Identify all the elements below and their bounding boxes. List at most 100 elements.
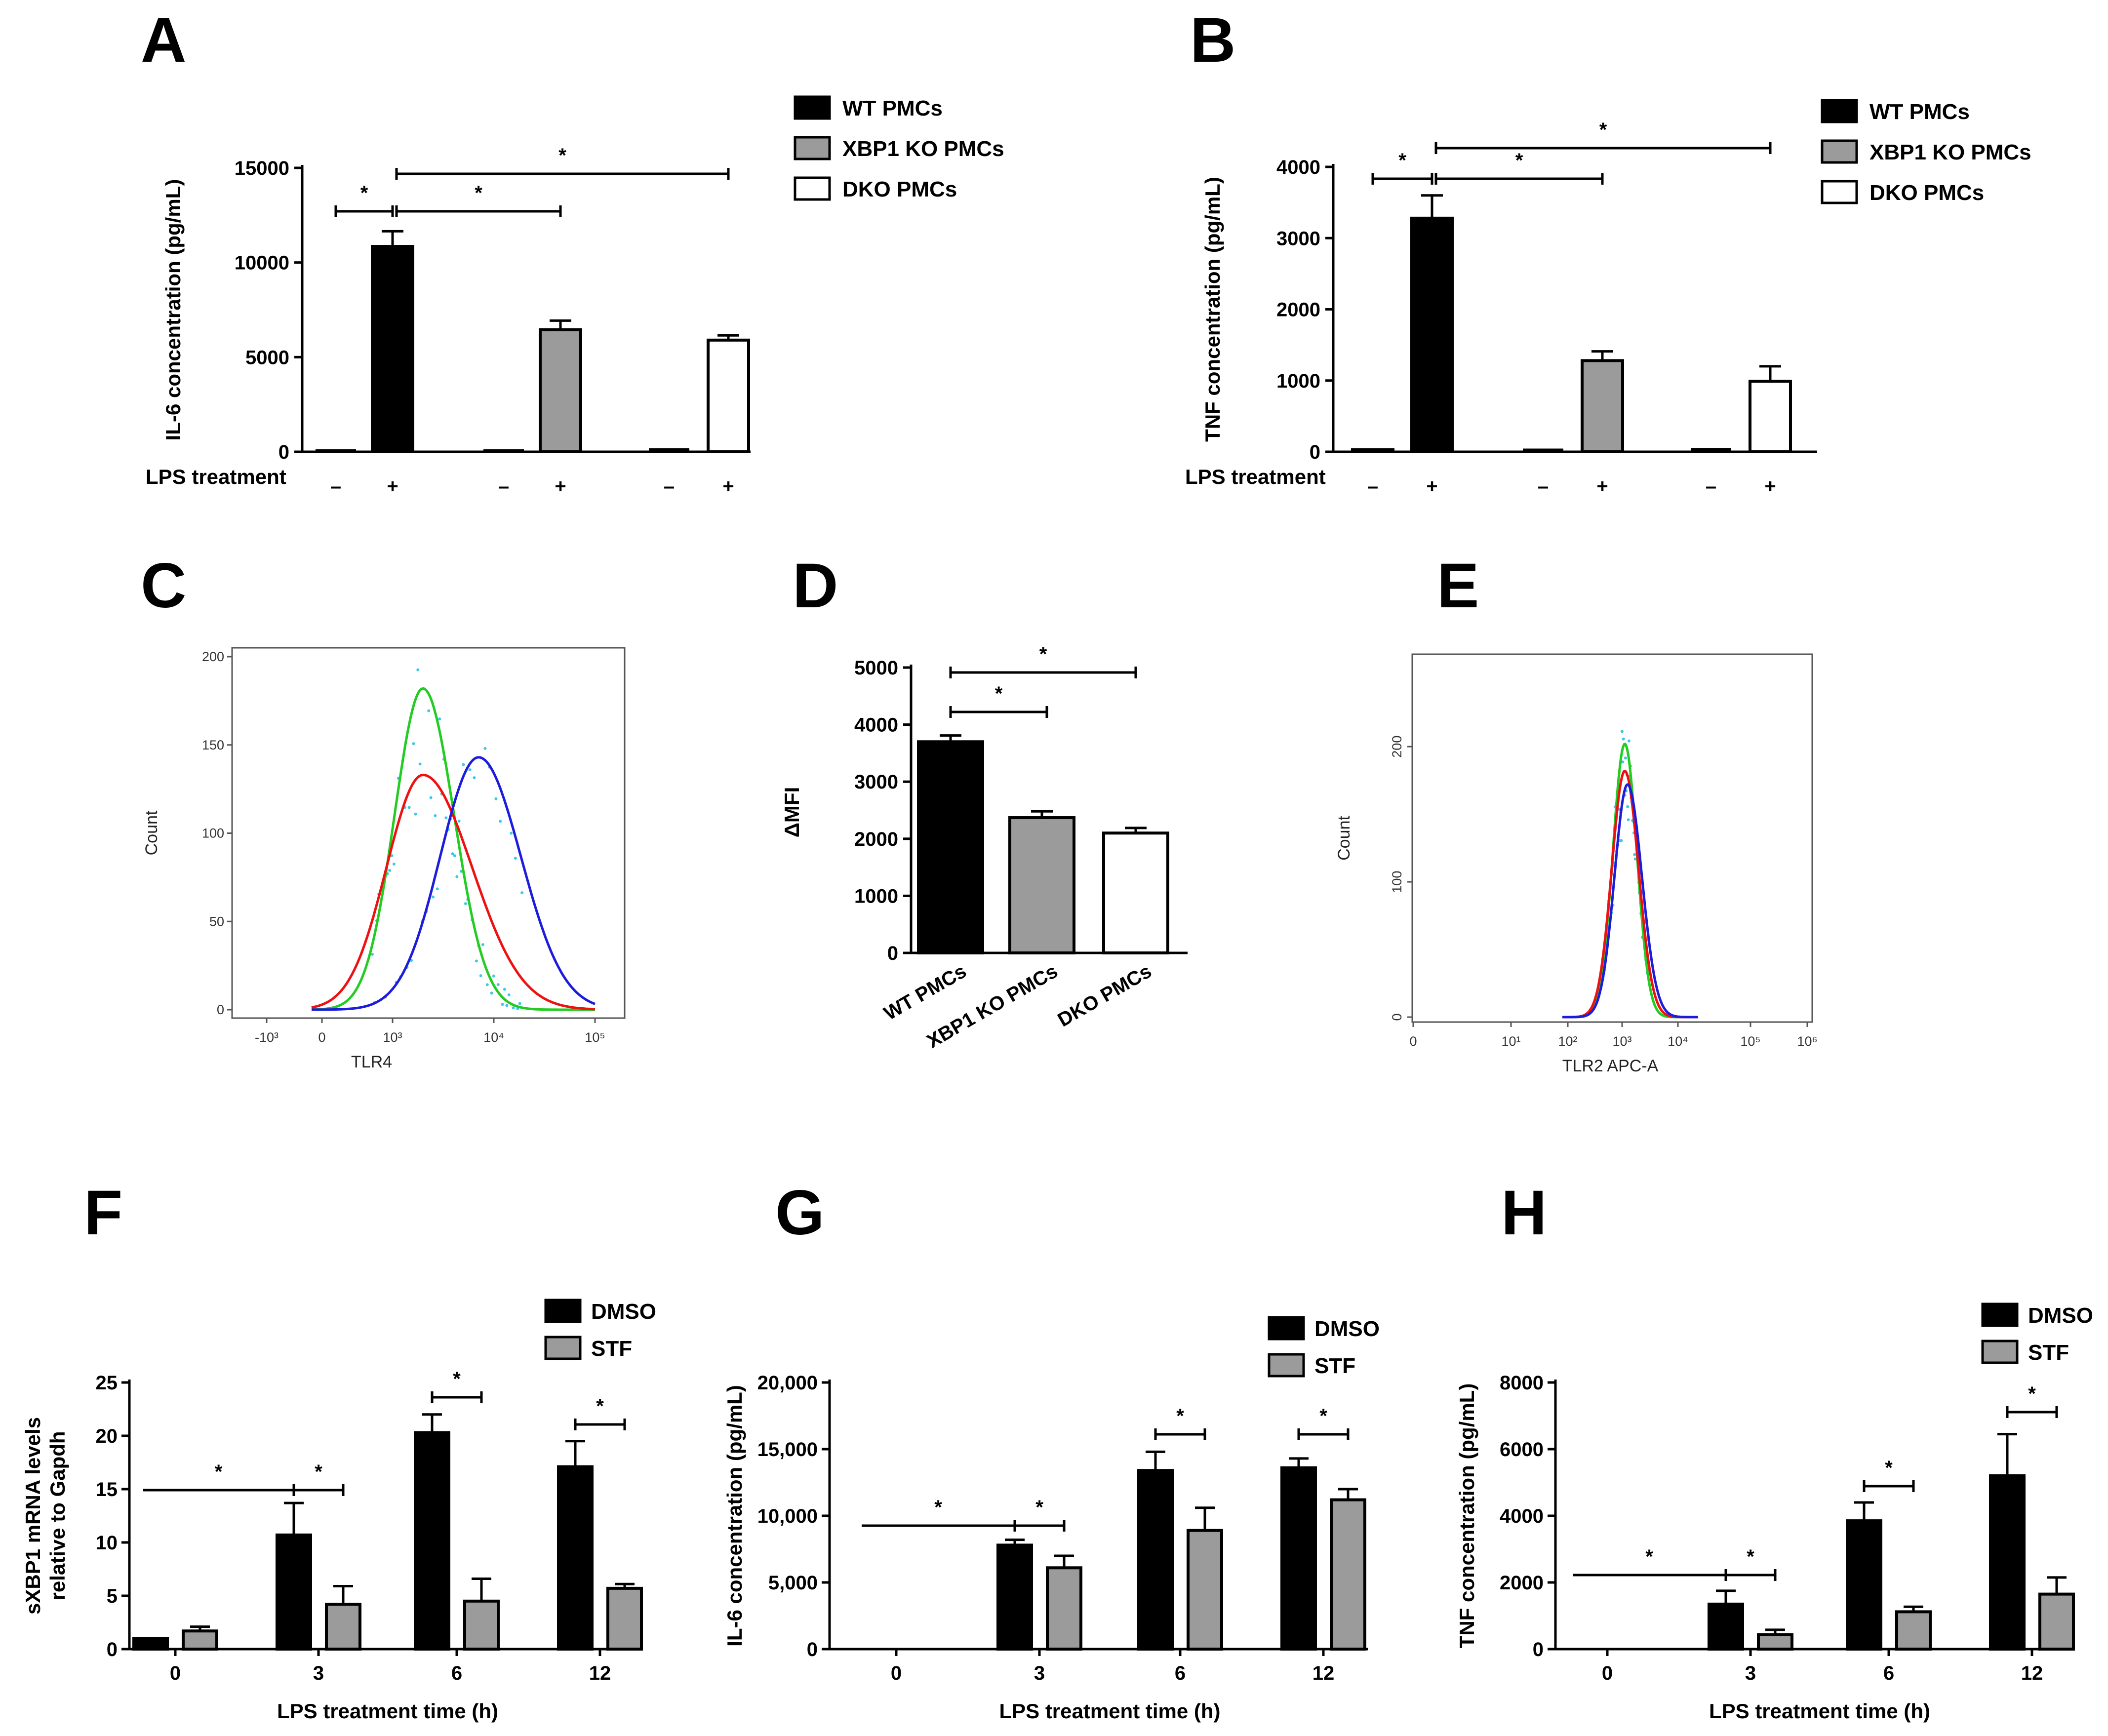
panel-g: 0 5,000 10,000 15,000 20,000 IL-6 concentrati… xyxy=(723,1316,1380,1723)
flow-dot xyxy=(1633,853,1636,856)
significance-star: * xyxy=(1885,1457,1893,1479)
histogram-green xyxy=(311,687,595,1011)
y-tick-label: 0 xyxy=(107,1639,118,1660)
y-tick-label: 100 xyxy=(1390,871,1404,893)
bar-stf xyxy=(1330,1498,1366,1651)
x-tick-label: + xyxy=(1426,475,1437,497)
y-tick-label: 6000 xyxy=(1500,1439,1544,1460)
legend-label: STF xyxy=(591,1337,632,1361)
x-tick-label: 10³ xyxy=(1612,1034,1631,1049)
bar-stf xyxy=(1895,1610,1932,1651)
x-tick-label: 0 xyxy=(1602,1662,1613,1684)
legend-swatch xyxy=(1821,99,1858,123)
bar-stf xyxy=(1046,1566,1082,1651)
flow-dot xyxy=(1624,756,1627,760)
bar-stf xyxy=(606,1586,643,1651)
x-tick-label: 3 xyxy=(1745,1662,1756,1684)
bar xyxy=(707,338,750,453)
significance-star: * xyxy=(1176,1405,1184,1427)
bar xyxy=(1410,216,1454,453)
histogram-blue xyxy=(1562,783,1698,1019)
panel-label: D xyxy=(793,551,838,621)
significance-star: * xyxy=(596,1395,604,1417)
legend-swatch xyxy=(794,136,831,160)
y-tick-label: 200 xyxy=(202,649,224,664)
flow-dot xyxy=(453,854,456,858)
significance-star: * xyxy=(453,1368,461,1390)
x-tick-label: 12 xyxy=(2021,1662,2043,1684)
flow-dot xyxy=(499,820,502,823)
bar xyxy=(1351,448,1394,453)
y-tick-label: 3000 xyxy=(1276,228,1320,249)
x-tick-label: + xyxy=(1764,475,1776,497)
x-axis-title: LPS treatment time (h) xyxy=(1709,1699,1930,1723)
flow-dot xyxy=(390,854,394,858)
legend-swatch xyxy=(544,1299,582,1323)
x-axis-title: LPS treatment time (h) xyxy=(999,1699,1220,1723)
flow-dot xyxy=(407,806,411,809)
bar-stf xyxy=(182,1629,218,1651)
x-tick-label: – xyxy=(498,475,509,497)
legend-label: XBP1 KO PMCs xyxy=(1869,140,2031,164)
bar-dmso xyxy=(1846,1519,1882,1651)
flow-dot xyxy=(388,868,392,872)
flow-dot xyxy=(492,974,495,978)
significance-star: * xyxy=(1039,643,1047,665)
flow-dot xyxy=(392,863,396,866)
x-tick-label: 6 xyxy=(1175,1662,1186,1684)
y-tick-label: 0 xyxy=(1390,1013,1404,1021)
flow-dot xyxy=(1620,730,1624,733)
y-tick-label: 2000 xyxy=(854,829,898,850)
legend-swatch xyxy=(1981,1340,2019,1364)
flow-dot xyxy=(473,776,476,780)
legend-swatch xyxy=(1268,1353,1305,1378)
significance-star: * xyxy=(475,182,482,204)
y-tick-label: 4000 xyxy=(1276,157,1320,178)
y-axis-title: ΔMFI xyxy=(780,787,803,838)
flow-dot xyxy=(412,742,415,746)
legend-label: DMSO xyxy=(1314,1317,1380,1341)
plot-frame xyxy=(231,647,626,1019)
y-tick-label: 5,000 xyxy=(768,1572,818,1594)
y-tick-label: 150 xyxy=(202,738,224,752)
significance-star: * xyxy=(315,1461,322,1483)
y-axis-title: TNF concentration (pg/mL) xyxy=(1201,177,1224,442)
panel-h: 0 2000 4000 6000 8000 TNF concentration (pg/m… xyxy=(1455,1302,2093,1723)
flow-dot xyxy=(481,943,485,947)
bar-dmso xyxy=(1137,1469,1174,1651)
legend-label: WT PMCs xyxy=(842,96,943,120)
legend-label: DMSO xyxy=(591,1300,656,1324)
y-tick-label: 0 xyxy=(887,943,898,964)
y-axis-title: TNF concentration (pg/mL) xyxy=(1455,1383,1478,1649)
bar xyxy=(1581,359,1624,453)
x-tick-label: 12 xyxy=(589,1662,611,1684)
y-axis-title: IL-6 concentration (pg/mL) xyxy=(161,179,185,441)
legend-swatch xyxy=(544,1336,582,1360)
flow-dot xyxy=(1633,857,1637,861)
panel-label: C xyxy=(141,551,186,621)
y-tick-label: 10,000 xyxy=(757,1505,818,1527)
x-tick-label: + xyxy=(555,475,566,497)
x-axis-title: TLR4 xyxy=(351,1053,392,1071)
flow-dot xyxy=(494,797,498,800)
panel-label: H xyxy=(1501,1178,1547,1248)
x-tick-label: 0 xyxy=(318,1030,325,1045)
panel-label: B xyxy=(1190,5,1235,76)
bar xyxy=(917,740,984,955)
bar xyxy=(539,328,582,453)
plot-frame xyxy=(1411,653,1813,1023)
flow-dot xyxy=(414,812,417,816)
significance-star: * xyxy=(1645,1546,1653,1568)
y-tick-label: 15,000 xyxy=(757,1439,818,1460)
y-axis-title: IL-6 concentration (pg/mL) xyxy=(723,1385,746,1647)
flow-dot xyxy=(457,819,461,823)
flow-dot xyxy=(496,983,500,986)
y-tick-label: 20,000 xyxy=(757,1372,818,1394)
panel-f: 0 5 10 15 20 25 sXBP1 mRNA levels relative to G… xyxy=(21,1299,656,1723)
x-tick-label: 0 xyxy=(170,1662,181,1684)
flow-dot xyxy=(451,852,454,856)
y-tick-label: 3000 xyxy=(854,771,898,793)
x-axis-title: LPS treatment time (h) xyxy=(277,1699,498,1723)
significance-star: * xyxy=(995,683,1003,705)
